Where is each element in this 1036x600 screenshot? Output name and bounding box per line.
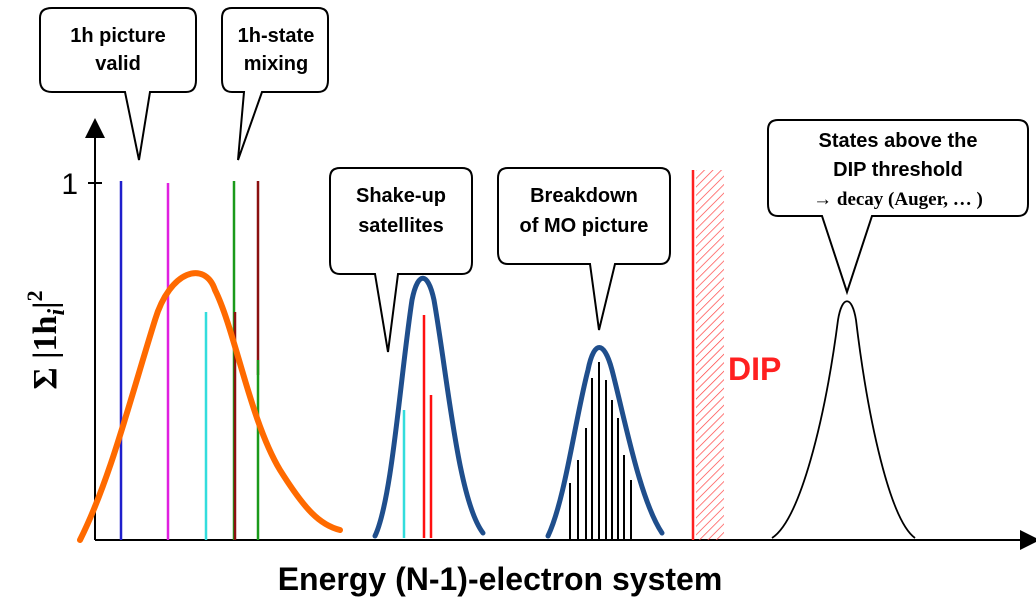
orange-envelope-curve (77, 270, 343, 543)
bubble-shakeup: Shake-up satellites (329, 167, 473, 353)
svg-text:DIP threshold: DIP threshold (833, 159, 963, 181)
axes: 1 Energy (N-1)-electron system Σ |1hi|2 (22, 118, 1036, 597)
svg-text:mixing: mixing (244, 53, 308, 75)
bubble-1h-valid: 1h picture valid (39, 7, 197, 161)
one-hole-lines (77, 181, 343, 543)
svg-text:of MO picture: of MO picture (520, 215, 649, 237)
y-axis-label-sub: i (44, 309, 70, 316)
shakeup-region (372, 275, 486, 539)
svg-text:1h-state: 1h-state (238, 25, 315, 47)
svg-text:Shake-up: Shake-up (356, 185, 446, 207)
bubble-dip-threshold: States above the DIP threshold → decay (… (767, 119, 1029, 296)
svg-text:valid: valid (95, 53, 141, 75)
y-tick-label: 1 (61, 168, 78, 201)
x-axis-label: Energy (N-1)-electron system (278, 561, 723, 597)
svg-text:satellites: satellites (358, 215, 444, 237)
decay-continuum-curve (771, 300, 916, 539)
breakdown-sticks (569, 362, 632, 540)
shakeup-envelope-curve (372, 275, 486, 539)
dip-threshold: DIP (691, 170, 781, 540)
svg-text:1h picture: 1h picture (70, 25, 166, 47)
breakdown-envelope-curve (545, 345, 665, 539)
breakdown-region (545, 345, 665, 540)
bubble-1h-mixing: 1h-state mixing (221, 7, 329, 161)
y-axis-label: Σ |1hi|2 (22, 290, 70, 389)
svg-text:Breakdown: Breakdown (530, 185, 638, 207)
bubble-breakdown: Breakdown of MO picture (497, 167, 671, 331)
svg-text:→ decay (Auger, … ): → decay (Auger, … ) (813, 189, 983, 210)
svg-text:States above the: States above the (819, 130, 978, 152)
dip-hatched-band (696, 170, 724, 540)
dip-label: DIP (728, 351, 781, 387)
